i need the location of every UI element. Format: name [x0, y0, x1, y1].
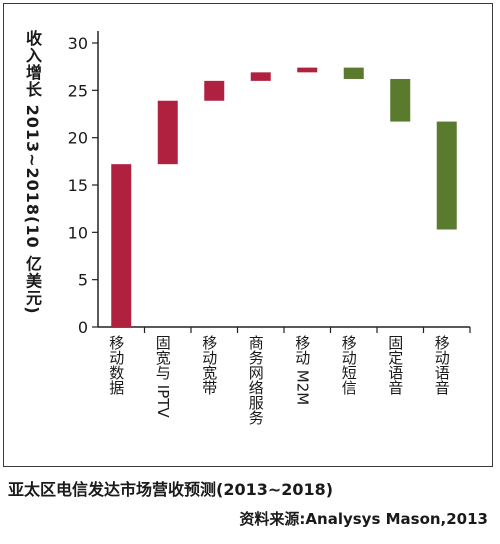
x-category-label: 商务网络服务	[247, 335, 265, 426]
waterfall-bar	[157, 100, 178, 165]
y-tick-label: 25	[68, 81, 88, 100]
x-category-label: 移动语音	[433, 335, 451, 395]
x-category-label: 移动数据	[107, 335, 125, 396]
y-tick-label: 30	[68, 34, 88, 53]
x-category-label: 移动 M2M	[293, 335, 311, 405]
y-tick-label: 0	[78, 318, 88, 337]
waterfall-bar	[436, 121, 457, 230]
source-note: 资料来源:Analysys Mason,2013	[239, 510, 488, 528]
waterfall-chart: 0 5 10 15 20 25 30 移动数据 固宽与 IPTV 移动宽带 商务网络服务 移动 M2M…	[68, 31, 471, 426]
waterfall-bar	[250, 72, 271, 81]
x-category-label: 移动宽带	[200, 335, 218, 395]
x-category-label: 移动短信	[340, 335, 358, 395]
y-tick-label: 5	[78, 271, 88, 290]
x-category-label: 固宽与 IPTV	[154, 335, 172, 418]
y-tick-label: 15	[68, 176, 88, 195]
figure-caption: 亚太区电信发达市场营收预测(2013~2018)	[8, 480, 334, 499]
waterfall-bar	[390, 78, 411, 122]
y-axis-label: 收入增长 2013~2018(10 亿美元)	[23, 30, 42, 315]
waterfall-bar	[343, 67, 364, 79]
y-tick-label: 10	[68, 223, 88, 242]
chart-frame	[3, 3, 493, 467]
waterfall-bar	[204, 80, 225, 101]
waterfall-bar	[111, 164, 132, 327]
waterfall-bar	[297, 67, 318, 73]
y-tick-label: 20	[68, 129, 88, 148]
x-category-label: 固定语音	[386, 335, 404, 395]
